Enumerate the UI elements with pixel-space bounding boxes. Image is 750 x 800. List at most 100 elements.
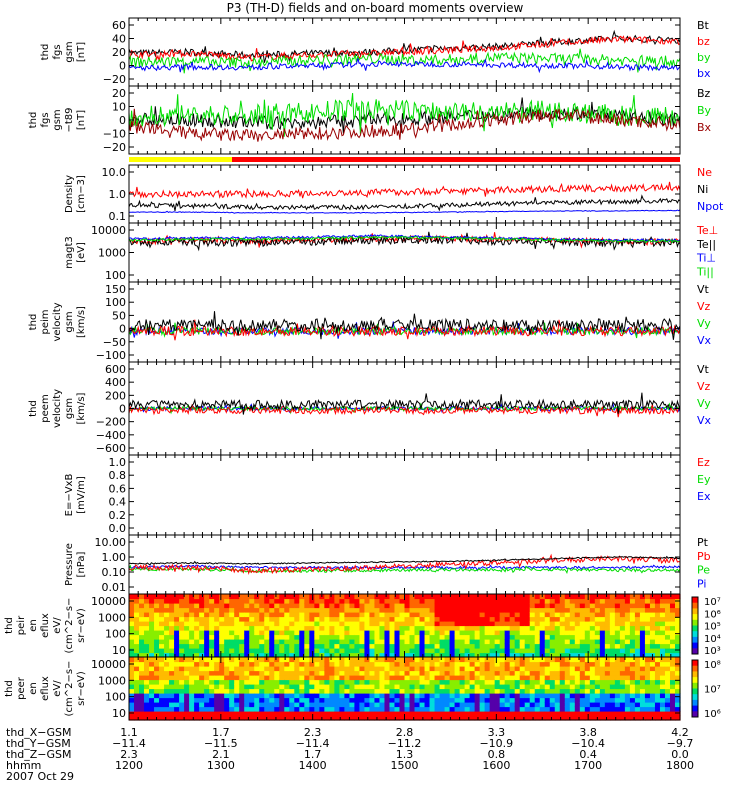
spectrogram-cell: [534, 621, 541, 627]
spectrogram-cell: [194, 702, 200, 708]
spectrogram-cell: [279, 639, 285, 645]
spectrogram-cell: [569, 657, 576, 663]
spectrogram-cell: [269, 661, 275, 667]
spectrogram-cell: [319, 702, 325, 708]
spectrogram-cell: [669, 702, 676, 708]
spectrogram-cell: [604, 616, 611, 622]
spectrogram-cell: [329, 693, 335, 699]
spectrogram-cell: [484, 630, 491, 636]
spectrogram-cell: [559, 652, 566, 658]
ephemeris-value: 1400: [298, 759, 327, 772]
spectrogram-cell: [509, 621, 516, 627]
spectrogram-cell: [634, 711, 641, 717]
spectrogram-cell: [634, 634, 641, 640]
spectrogram-cell: [444, 711, 451, 717]
spectrogram-cell: [364, 657, 371, 663]
spectrogram-cell: [324, 616, 330, 622]
spectrogram-cell: [304, 684, 310, 690]
spectrogram-cell: [474, 684, 481, 690]
spectrogram-cell: [479, 643, 486, 649]
spectrogram-cell: [199, 652, 205, 658]
spectrogram-cell: [639, 616, 646, 622]
spectrogram-cell: [394, 603, 401, 609]
spectrogram-cell: [539, 688, 546, 694]
spectrogram-cell: [649, 684, 656, 690]
spectrogram-cell: [139, 643, 145, 649]
spectrogram-cell: [454, 697, 461, 703]
spectrogram-cell: [329, 684, 335, 690]
spectrogram-cell: [269, 639, 275, 645]
y-tick-label: 10: [112, 644, 126, 657]
spectrogram-cell: [499, 697, 506, 703]
spectrogram-cell: [274, 598, 280, 604]
spectrogram-cell: [314, 603, 320, 609]
spectrogram-cell: [434, 715, 441, 721]
spectrogram-cell: [559, 630, 566, 636]
spectrogram-cell: [394, 679, 401, 685]
spectrogram-cell: [219, 625, 225, 631]
spectrogram-cell: [649, 679, 656, 685]
spectrogram-cell: [179, 594, 185, 600]
spectrogram-cell: [589, 675, 596, 681]
spectrogram-cell: [419, 711, 426, 717]
spectrogram-cell: [444, 684, 451, 690]
spectrogram-cell: [469, 634, 476, 640]
spectrogram-cell: [514, 715, 521, 721]
spectrogram-cell: [264, 697, 270, 703]
spectrogram-cell: [659, 612, 666, 618]
ephemeris-value: 1300: [206, 759, 235, 772]
spectrogram-cell: [489, 598, 496, 604]
spectrogram-cell: [629, 688, 636, 694]
spectrogram-cell: [429, 679, 436, 685]
spectrogram-cell: [254, 648, 260, 654]
spectrogram-cell: [284, 598, 290, 604]
spectrogram-cell: [649, 616, 656, 622]
spectrogram-cell: [479, 711, 486, 717]
spectrogram-cell: [179, 652, 185, 658]
spectrogram-cell: [254, 643, 260, 649]
spectrogram-cell: [469, 666, 476, 672]
spectrogram-cell: [559, 634, 566, 640]
spectrogram-cell: [259, 607, 265, 613]
spectrogram-cell: [504, 625, 511, 631]
spectrogram-cell: [674, 630, 681, 636]
spectrogram-cell: [239, 639, 245, 645]
spectrogram-cell: [644, 612, 651, 618]
spectrogram-cell: [459, 693, 466, 699]
spectrogram-cell: [624, 670, 631, 676]
spectrogram-cell: [314, 648, 320, 654]
spectrogram-cell: [489, 652, 496, 658]
spectrogram-cell: [294, 652, 300, 658]
spectrogram-cell: [399, 625, 406, 631]
spectrogram-cell: [514, 616, 521, 622]
spectrogram-cell: [599, 702, 606, 708]
spectrogram-cell: [244, 643, 250, 649]
spectrogram-cell: [284, 675, 290, 681]
spectrogram-cell: [599, 603, 606, 609]
spectrogram-cell: [409, 657, 416, 663]
spectrogram-cell: [629, 607, 636, 613]
spectrogram-cell: [289, 711, 295, 717]
spectrogram-cell: [479, 639, 486, 645]
spectrogram-cell: [334, 643, 340, 649]
spectrogram-cell: [669, 594, 676, 600]
spectrogram-cell: [199, 661, 205, 667]
spectrogram-cell: [204, 598, 210, 604]
spectrogram-cell: [449, 616, 456, 622]
spectrogram-cell: [559, 639, 566, 645]
spectrogram-cell: [544, 684, 551, 690]
spectrogram-cell: [349, 666, 356, 672]
mode-bar-fast: [232, 157, 680, 162]
spectrogram-cell: [209, 670, 215, 676]
spectrogram-cell: [289, 693, 295, 699]
spectrogram-cell: [294, 697, 300, 703]
spectrogram-cell: [234, 684, 240, 690]
spectrogram-cell: [294, 661, 300, 667]
spectrogram-cell: [144, 666, 150, 672]
spectrogram-cell: [639, 693, 646, 699]
spectrogram-cell: [154, 711, 160, 717]
spectrogram-cell: [494, 697, 501, 703]
ephemeris-value: 0.0: [671, 748, 689, 761]
spectrogram-cell: [609, 670, 616, 676]
